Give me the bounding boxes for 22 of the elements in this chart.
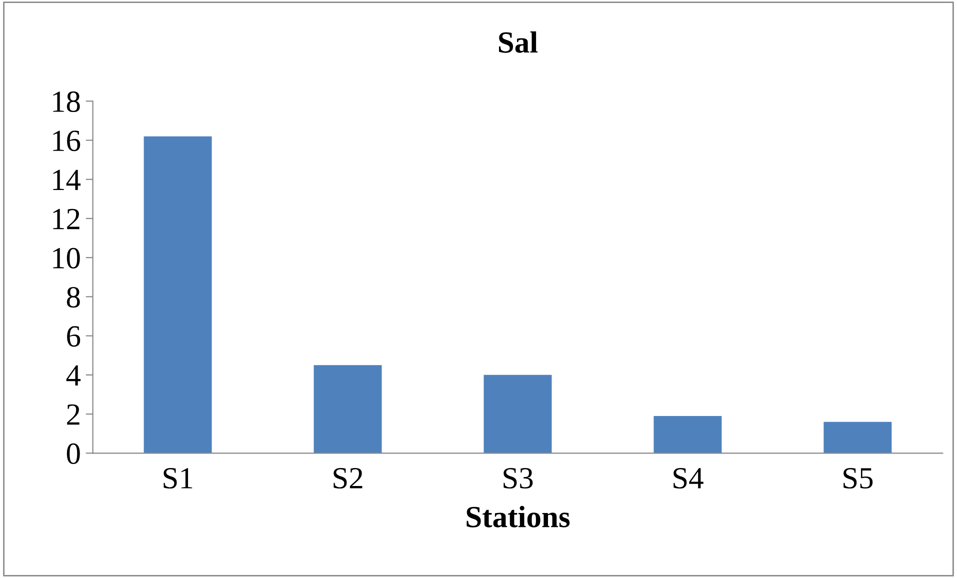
y-tick-label: 2: [67, 404, 80, 425]
bar: [314, 365, 382, 454]
x-tick-label: S5: [844, 468, 873, 489]
y-tick-label: 18: [53, 91, 80, 112]
x-tick-label: S1: [164, 468, 192, 489]
x-tick-label: S3: [504, 468, 533, 489]
y-tick-label: 6: [67, 326, 80, 347]
y-tick-label: 4: [66, 365, 81, 386]
y-tick-label: 16: [53, 130, 80, 152]
y-tick-label: 8: [66, 286, 80, 308]
y-tick-label: 10: [53, 248, 80, 268]
x-axis-title: Stations: [466, 506, 570, 528]
x-tick-label: S2: [334, 468, 362, 489]
bar: [824, 422, 892, 454]
y-tick-label: 14: [53, 170, 81, 190]
y-tick-label: 0: [66, 443, 80, 464]
bar: [654, 416, 722, 454]
bar: [484, 374, 552, 454]
x-tick-label: S4: [674, 468, 704, 489]
chart-title: Sal: [498, 31, 538, 53]
bar: [144, 136, 212, 454]
y-tick-label: 12: [53, 208, 80, 230]
